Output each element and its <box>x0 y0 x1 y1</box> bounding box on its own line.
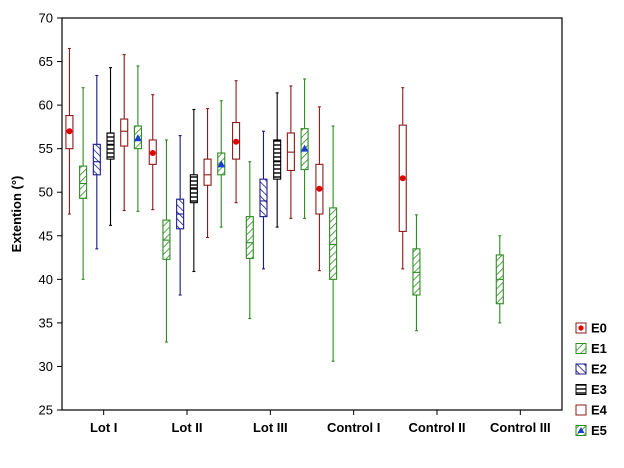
box-e1-lot-ii <box>162 139 171 343</box>
x-tick-label-lot-i: Lot I <box>90 420 117 435</box>
x-tick-label-lot-ii: Lot II <box>171 420 202 435</box>
legend-marker-e0 <box>578 325 584 331</box>
x-tick-label-control-i: Control I <box>327 420 380 435</box>
box-rect-e4-lot-ii <box>203 158 212 186</box>
legend-label-e5: E5 <box>591 423 607 438</box>
y-tick-label-40: 40 <box>39 272 53 287</box>
box-rect-e1-lot-i <box>79 165 88 199</box>
box-e1-control-ii <box>412 214 421 332</box>
legend: E0 E1 E2 E3 E4 E5 <box>575 321 608 438</box>
box-e3-lot-iii <box>273 92 282 228</box>
mean-point-e5-lot-iii <box>300 144 309 152</box>
box-e5-lot-iii <box>300 78 309 219</box>
legend-swatch-e1 <box>575 343 587 354</box>
box-e0-control-ii <box>398 87 407 270</box>
box-e0-lot-iii <box>232 80 241 204</box>
mean-point-e0-lot-iii <box>233 138 240 145</box>
x-tick-label-control-iii: Control III <box>490 420 551 435</box>
legend-label-e1: E1 <box>591 341 607 356</box>
y-tick-label-45: 45 <box>39 228 53 243</box>
box-e4-lot-iii <box>286 85 295 219</box>
box-rect-e3-lot-iii <box>273 139 282 180</box>
mean-point-e0-lot-i <box>66 128 73 135</box>
box-e5-lot-ii <box>217 100 226 228</box>
legend-item-e0: E0 <box>575 321 607 336</box>
box-e4-lot-i <box>120 54 129 212</box>
mean-point-e0-lot-ii <box>149 150 156 157</box>
box-rect-e3-lot-i <box>106 132 115 160</box>
box-e1-lot-i <box>79 87 88 280</box>
y-tick-label-35: 35 <box>39 315 53 330</box>
y-tick-label-70: 70 <box>39 11 53 26</box>
box-rect-e1-control-i <box>329 207 338 280</box>
box-e3-lot-i <box>106 67 115 226</box>
box-rect-e2-lot-i <box>92 143 101 176</box>
y-tick-label-65: 65 <box>39 54 53 69</box>
box-rect-e1-lot-iii <box>245 216 254 259</box>
legend-item-e4: E4 <box>575 403 608 418</box>
legend-item-e1: E1 <box>575 341 607 356</box>
box-series-group <box>65 47 504 362</box>
legend-swatch-e3 <box>575 384 587 395</box>
y-tick-label-50: 50 <box>39 185 53 200</box>
box-e0-lot-ii <box>148 94 157 211</box>
legend-swatch-e4 <box>575 404 587 416</box>
x-axis: Lot I Lot II Lot III Control I Control II Con… <box>90 410 551 435</box>
mean-point-e0-control-ii <box>399 175 406 182</box>
legend-label-e3: E3 <box>591 382 607 397</box>
box-e2-lot-ii <box>176 135 185 296</box>
x-tick-label-control-ii: Control II <box>408 420 465 435</box>
box-e1-control-iii <box>495 235 504 324</box>
box-e0-control-i <box>315 106 324 272</box>
box-e0-lot-i <box>65 47 74 215</box>
y-tick-label-60: 60 <box>39 98 53 113</box>
plot-frame <box>61 17 563 411</box>
box-e4-lot-ii <box>203 108 212 239</box>
box-rect-e3-lot-ii <box>189 174 198 204</box>
y-axis-title: Extention (°) <box>9 176 24 253</box>
box-e1-lot-iii <box>245 161 254 320</box>
y-tick-label-55: 55 <box>39 141 53 156</box>
box-e5-lot-i <box>133 65 142 212</box>
box-rect-e2-lot-iii <box>259 178 268 218</box>
x-tick-label-lot-iii: Lot III <box>253 420 288 435</box>
legend-label-e2: E2 <box>591 362 607 377</box>
y-tick-label-30: 30 <box>39 359 53 374</box>
box-rect-e4-lot-i <box>120 118 129 147</box>
box-e1-control-i <box>329 125 338 362</box>
mean-point-e5-lot-ii <box>217 160 226 168</box>
y-axis: 25 30 35 40 45 50 55 60 65 70 <box>39 11 62 418</box>
legend-swatch-e2 <box>575 363 587 375</box>
y-tick-label-25: 25 <box>39 403 53 418</box>
mean-point-e5-lot-i <box>133 134 142 142</box>
legend-label-e0: E0 <box>591 321 607 336</box>
legend-item-e5: E5 <box>575 423 607 438</box>
legend-label-e4: E4 <box>591 403 608 418</box>
box-e2-lot-i <box>92 74 101 250</box>
legend-marker-e5 <box>577 427 585 433</box>
box-e3-lot-ii <box>189 108 198 273</box>
legend-item-e3: E3 <box>575 382 607 397</box>
mean-point-e0-control-i <box>316 185 323 192</box>
box-e2-lot-iii <box>259 130 268 270</box>
legend-item-e2: E2 <box>575 362 607 377</box>
